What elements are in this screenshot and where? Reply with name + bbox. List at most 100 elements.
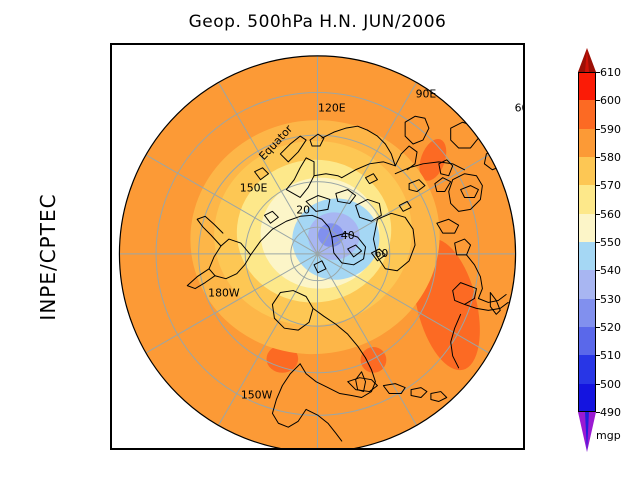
coast-central-america bbox=[305, 408, 343, 442]
coast-europe-west bbox=[466, 254, 483, 299]
coast-siberia-north bbox=[341, 161, 396, 179]
lon-label-60E: 60E bbox=[515, 101, 523, 114]
colorbar-tick-600: 600 bbox=[600, 94, 621, 108]
coastline-layer bbox=[186, 115, 509, 442]
colorbar-tick-570: 570 bbox=[600, 179, 621, 193]
coast-arctic-small-4 bbox=[370, 248, 386, 262]
coast-china bbox=[321, 125, 369, 139]
band-590-600-gulf bbox=[360, 347, 387, 373]
coast-black-sea bbox=[460, 185, 479, 198]
coast-africa-west bbox=[450, 313, 462, 369]
meridian-60 bbox=[317, 82, 417, 255]
coast-baffin bbox=[331, 232, 367, 266]
coast-eastern-canada bbox=[312, 307, 367, 359]
coast-mediterranean bbox=[477, 294, 507, 303]
colorbar-tick-560: 560 bbox=[600, 207, 621, 221]
colorbar-tickmark-10 bbox=[596, 355, 600, 357]
lon-label-150E: 150E bbox=[240, 182, 268, 195]
coast-bering bbox=[196, 215, 224, 247]
meridian-210 bbox=[145, 253, 318, 354]
lon-label-180W: 180W bbox=[208, 287, 240, 300]
band-590-600-siberia bbox=[419, 138, 447, 181]
colorbar-band-11 bbox=[578, 383, 596, 412]
colorbar-tickmark-3 bbox=[596, 157, 600, 158]
colorbar-band-9 bbox=[578, 327, 596, 356]
meridian-150 bbox=[145, 154, 318, 255]
coast-arctic-small-3 bbox=[347, 244, 363, 258]
lat-label-60: 60 bbox=[374, 247, 388, 260]
coast-caribbean-3 bbox=[410, 387, 428, 398]
coast-caspian bbox=[438, 159, 454, 177]
lon-label-120E: 120E bbox=[318, 101, 346, 114]
colorbar-band-7 bbox=[578, 270, 596, 299]
coast-arctic-small-5 bbox=[313, 260, 327, 274]
coast-alaska-peninsula bbox=[186, 268, 216, 290]
colorbar-units-label: mgp bbox=[596, 429, 621, 442]
colorbar-band-1 bbox=[578, 100, 596, 129]
colorbar-band-2 bbox=[578, 128, 596, 157]
polar-stereographic-map: 90E 120E 150E 180W 150W 120W 90W 60W 30W… bbox=[118, 55, 523, 448]
colorbar-tickmark-6 bbox=[596, 242, 600, 243]
lat-label-40: 40 bbox=[341, 229, 355, 242]
coast-novaya-zemlya bbox=[434, 177, 452, 193]
meridian-30 bbox=[317, 154, 490, 255]
coast-iceland bbox=[436, 218, 460, 234]
coast-arctic-isl-1 bbox=[305, 195, 331, 212]
colorbar-tick-520: 520 bbox=[600, 321, 621, 334]
colorbar-tickmark-0 bbox=[596, 72, 600, 73]
colorbar-tick-490: 490 bbox=[600, 406, 621, 419]
colorbar-tick-550: 550 bbox=[600, 236, 621, 249]
coast-caribbean-4 bbox=[430, 391, 448, 402]
globe-outline bbox=[118, 55, 517, 448]
colorbar-band-10 bbox=[578, 355, 596, 384]
coast-india bbox=[404, 115, 430, 145]
lon-label-150W: 150W bbox=[241, 388, 273, 401]
coast-us-east bbox=[351, 357, 376, 398]
coast-florida bbox=[355, 371, 367, 393]
coast-asia-south bbox=[367, 129, 396, 167]
coast-korea bbox=[309, 133, 325, 147]
meridian-300 bbox=[317, 253, 417, 426]
coast-caribbean-2 bbox=[382, 383, 406, 395]
coast-canada-arctic bbox=[250, 214, 333, 256]
coast-arctic-isl-2 bbox=[335, 189, 357, 204]
coast-arctic-small-1 bbox=[365, 173, 378, 185]
coast-arabia bbox=[450, 121, 479, 149]
coast-pacific-isl-1 bbox=[264, 210, 279, 224]
colorbar-tick-510: 510 bbox=[600, 349, 621, 363]
lat-label-20: 20 bbox=[296, 203, 310, 216]
coast-japan bbox=[279, 135, 307, 163]
colorbar-cap-top-icon bbox=[578, 48, 596, 72]
coast-ellesmere bbox=[355, 198, 382, 222]
page-title: Geop. 500hPa H.N. JUN/2006 bbox=[188, 12, 447, 32]
colorbar-tick-500: 500 bbox=[600, 377, 621, 391]
coast-british-isles bbox=[454, 238, 472, 256]
coast-siberia-arctic bbox=[394, 161, 466, 175]
coast-caribbean-1 bbox=[347, 377, 378, 393]
coast-gulf-mexico bbox=[299, 363, 353, 397]
map-plot-frame: 90E 120E 150E 180W 150W 120W 90W 60W 30W… bbox=[110, 43, 525, 450]
colorbar-band-8 bbox=[578, 298, 596, 327]
colorbar-tickmark-12 bbox=[596, 412, 600, 413]
colorbar-tickmark-11 bbox=[596, 383, 600, 385]
colorbar-tick-540: 540 bbox=[600, 264, 621, 278]
colorbar-tick-610: 610 bbox=[600, 66, 621, 79]
coast-svalbard bbox=[408, 179, 426, 193]
coast-taymyr bbox=[394, 145, 418, 171]
colorbar-tickmark-4 bbox=[596, 185, 600, 187]
colorbar-tickmark-1 bbox=[596, 100, 600, 102]
coast-italy bbox=[489, 292, 501, 315]
colorbar-tickmark-2 bbox=[596, 128, 600, 130]
colorbar-cap-bottom-icon bbox=[578, 412, 596, 452]
colorbar-tick-590: 590 bbox=[600, 122, 621, 136]
meridian-120 bbox=[218, 82, 318, 255]
colorbar-tickmark-9 bbox=[596, 327, 600, 328]
colorbar-tickmark-5 bbox=[596, 213, 600, 215]
colorbar-band-0 bbox=[578, 72, 596, 101]
colorbar-tick-580: 580 bbox=[600, 151, 621, 164]
coast-hudson-bay bbox=[271, 290, 314, 331]
colorbar-band-4 bbox=[578, 185, 596, 214]
meridian-240 bbox=[218, 253, 318, 426]
colorbar: 610 600 590 580 570 560 550 540 530 520 510 500 490 bbox=[578, 48, 621, 452]
